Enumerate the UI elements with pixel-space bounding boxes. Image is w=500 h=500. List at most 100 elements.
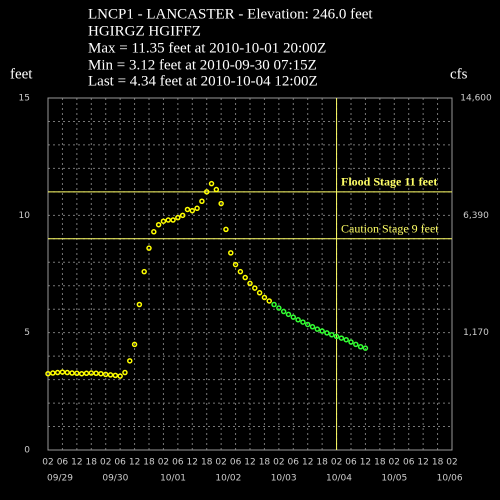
data-point xyxy=(93,370,99,377)
y2-tick-label: 6,390 xyxy=(463,211,489,221)
data-point xyxy=(314,326,321,332)
data-point xyxy=(74,370,80,377)
data-point xyxy=(199,198,205,205)
data-point xyxy=(160,218,167,224)
data-point xyxy=(295,317,301,323)
data-point xyxy=(266,298,272,304)
data-point xyxy=(189,207,196,214)
data-point xyxy=(228,250,234,256)
data-point xyxy=(319,328,325,334)
data-point xyxy=(141,268,147,275)
y2-axis-label: cfs xyxy=(450,66,468,82)
data-point xyxy=(252,285,258,291)
y-tick-label: 5 xyxy=(24,328,30,338)
data-point xyxy=(232,261,239,268)
data-point xyxy=(223,226,229,233)
x-tick-label: 12 xyxy=(417,458,428,468)
x-tick-label: 18 xyxy=(374,458,386,468)
y-tick-label: 10 xyxy=(19,211,31,221)
data-point xyxy=(54,369,61,376)
data-point xyxy=(170,217,176,223)
y-tick-label: 0 xyxy=(24,446,30,456)
data-point xyxy=(136,301,143,308)
header-line: Max = 11.35 feet at 2010-10-01 20:00Z xyxy=(88,40,326,56)
x-tick-label: 12 xyxy=(71,458,82,468)
date-label: 09/30 xyxy=(102,474,128,484)
data-point xyxy=(304,321,311,328)
y-axis-label: feet xyxy=(10,66,33,82)
data-point xyxy=(353,341,359,348)
x-tick-label: 18 xyxy=(143,458,155,468)
data-point xyxy=(184,206,191,213)
data-point xyxy=(117,373,123,379)
y2-tick-label: 1,170 xyxy=(463,328,489,338)
date-label: 10/04 xyxy=(326,474,352,484)
data-point xyxy=(343,336,349,343)
data-point xyxy=(218,200,224,207)
header-line: Last = 4.34 feet at 2010-10-04 12:00Z xyxy=(88,73,318,89)
x-tick-label: 18 xyxy=(259,458,271,468)
x-tick-label: 18 xyxy=(316,458,328,468)
data-point xyxy=(59,369,66,375)
data-point xyxy=(208,180,215,187)
date-label: 10/06 xyxy=(437,474,463,484)
data-point xyxy=(285,311,292,318)
x-tick-label: 06 xyxy=(114,458,126,468)
x-tick-label: 12 xyxy=(244,458,255,468)
x-tick-label: 02 xyxy=(42,458,53,468)
x-tick-label: 06 xyxy=(230,458,242,468)
date-label: 10/02 xyxy=(215,474,241,484)
data-point xyxy=(357,343,364,350)
x-tick-label: 02 xyxy=(331,458,342,468)
data-point xyxy=(280,308,287,315)
x-tick-label: 02 xyxy=(273,458,284,468)
date-label: 09/29 xyxy=(47,474,73,484)
x-tick-label: 12 xyxy=(302,458,313,468)
data-point xyxy=(333,333,340,340)
data-point xyxy=(165,217,171,223)
threshold-label: Flood Stage 11 feet xyxy=(341,175,437,189)
data-point xyxy=(122,369,128,376)
plot-frame xyxy=(47,97,453,451)
data-point xyxy=(203,189,210,195)
data-point xyxy=(300,319,306,325)
x-tick-label: 12 xyxy=(187,458,198,468)
data-point xyxy=(69,370,75,376)
y-tick-label: 15 xyxy=(19,94,30,104)
data-point xyxy=(50,370,56,376)
data-point xyxy=(45,370,51,377)
data-point xyxy=(83,370,90,377)
x-tick-label: 06 xyxy=(345,458,357,468)
x-tick-label: 12 xyxy=(360,458,371,468)
data-point xyxy=(324,330,330,336)
data-point xyxy=(338,335,345,341)
data-point xyxy=(155,221,162,228)
y2-tick-label: 14,600 xyxy=(460,94,492,104)
data-point xyxy=(131,341,138,348)
data-point xyxy=(78,370,85,377)
x-tick-label: 18 xyxy=(432,458,444,468)
data-point xyxy=(146,245,152,251)
x-tick-label: 06 xyxy=(57,458,69,468)
data-point xyxy=(309,324,316,330)
x-tick-label: 02 xyxy=(215,458,226,468)
header-line: Min = 3.12 feet at 2010-09-30 07:15Z xyxy=(88,57,317,73)
x-tick-label: 02 xyxy=(158,458,169,468)
data-point xyxy=(213,186,220,193)
data-point xyxy=(107,372,114,378)
data-point xyxy=(362,345,369,351)
data-point xyxy=(256,290,263,296)
header-line: LNCP1 - LANCASTER - Elevation: 246.0 fee… xyxy=(88,6,373,22)
x-tick-label: 02 xyxy=(100,458,111,468)
data-point xyxy=(261,294,268,301)
date-label: 10/05 xyxy=(381,474,407,484)
x-tick-label: 06 xyxy=(288,458,300,468)
data-point xyxy=(242,274,248,281)
data-point xyxy=(348,339,354,345)
data-point xyxy=(276,305,282,311)
data-point xyxy=(247,280,253,287)
data-point xyxy=(329,332,335,338)
data-point xyxy=(237,268,244,275)
x-tick-label: 06 xyxy=(403,458,415,468)
